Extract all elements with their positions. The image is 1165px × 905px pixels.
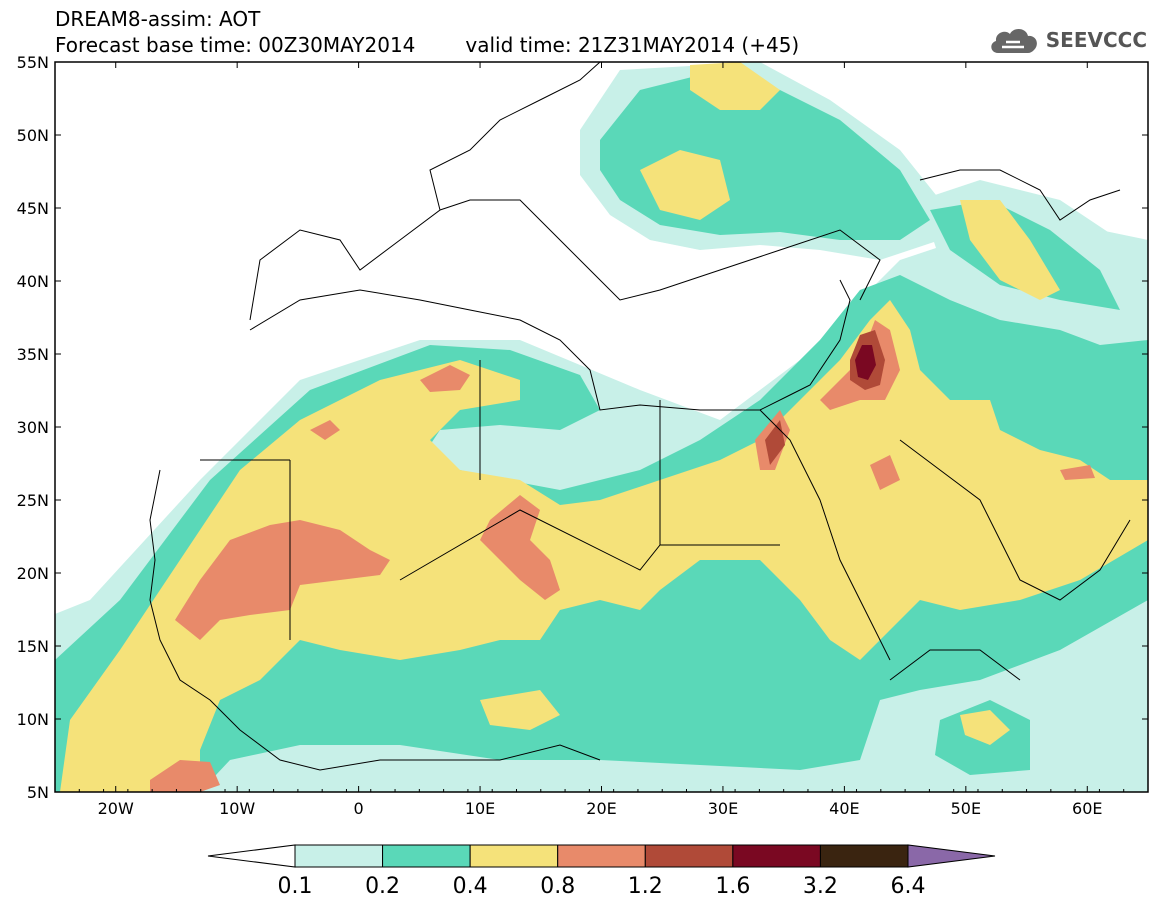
colorbar-label: 0.1 bbox=[278, 874, 313, 899]
colorbar-box bbox=[557, 844, 646, 868]
colorbar-low-arrow bbox=[207, 844, 296, 868]
colorbar-box bbox=[732, 844, 821, 868]
colorbar-box bbox=[644, 844, 734, 868]
lon-label: 20W bbox=[98, 799, 134, 818]
colorbar-label: 1.6 bbox=[715, 874, 750, 899]
lat-label: 35N bbox=[17, 345, 49, 364]
colorbar-box bbox=[382, 844, 471, 868]
aot-level-1.6 bbox=[855, 345, 876, 380]
lat-label: 25N bbox=[17, 491, 49, 510]
colorbar-label: 6.4 bbox=[891, 874, 926, 899]
map-axes: 55N 50N 45N 40N 35N 30N 25N 20N 15N 10N 5N 20W 10W 0 1… bbox=[17, 53, 1149, 818]
aot-level-0.8 bbox=[150, 320, 1095, 792]
lat-label: 10N bbox=[17, 710, 49, 729]
colorbar-high-arrow bbox=[907, 844, 996, 868]
lon-label: 0 bbox=[354, 799, 364, 818]
time-info: Forecast base time: 00Z30MAY2014 valid ti… bbox=[55, 34, 799, 56]
lon-label: 10E bbox=[465, 799, 495, 818]
coastlines bbox=[149, 62, 1131, 771]
colorbar-label: 0.4 bbox=[453, 874, 488, 899]
lat-label: 50N bbox=[17, 126, 49, 145]
colorbar-box bbox=[819, 844, 909, 868]
colorbar-label: 0.8 bbox=[540, 874, 575, 899]
lon-label: 60E bbox=[1072, 799, 1102, 818]
lat-label: 55N bbox=[17, 53, 49, 72]
cloud-icon bbox=[991, 28, 1037, 53]
lat-label: 40N bbox=[17, 272, 49, 291]
colorbar-label: 0.2 bbox=[365, 874, 400, 899]
logo-text: SEEVCCC bbox=[1045, 28, 1147, 52]
colorbar-box bbox=[469, 844, 559, 868]
lat-label: 30N bbox=[17, 418, 49, 437]
colorbar: 0.1 0.2 0.4 0.8 1.2 1.6 3.2 6.4 bbox=[207, 844, 996, 899]
lon-label: 30E bbox=[708, 799, 738, 818]
aot-fields bbox=[55, 62, 1148, 792]
lon-label: 40E bbox=[829, 799, 859, 818]
map-title: DREAM8-assim: AOT bbox=[55, 7, 261, 31]
seevccc-logo: SEEVCCC bbox=[988, 22, 1147, 58]
base-time: Forecast base time: 00Z30MAY2014 bbox=[55, 33, 416, 57]
lon-label: 20E bbox=[586, 799, 616, 818]
lat-label: 20N bbox=[17, 564, 49, 583]
colorbar-label: 1.2 bbox=[628, 874, 663, 899]
lat-label: 15N bbox=[17, 637, 49, 656]
colorbar-label: 3.2 bbox=[803, 874, 838, 899]
lat-label: 45N bbox=[17, 199, 49, 218]
lat-label: 5N bbox=[27, 783, 49, 802]
lon-label: 10W bbox=[219, 799, 255, 818]
valid-time: valid time: 21Z31MAY2014 (+45) bbox=[465, 33, 800, 57]
colorbar-box bbox=[294, 844, 384, 868]
lon-label: 50E bbox=[951, 799, 981, 818]
